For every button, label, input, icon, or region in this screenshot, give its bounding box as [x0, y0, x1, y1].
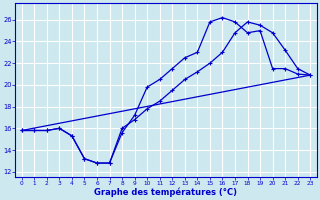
X-axis label: Graphe des températures (°C): Graphe des températures (°C) [94, 187, 237, 197]
